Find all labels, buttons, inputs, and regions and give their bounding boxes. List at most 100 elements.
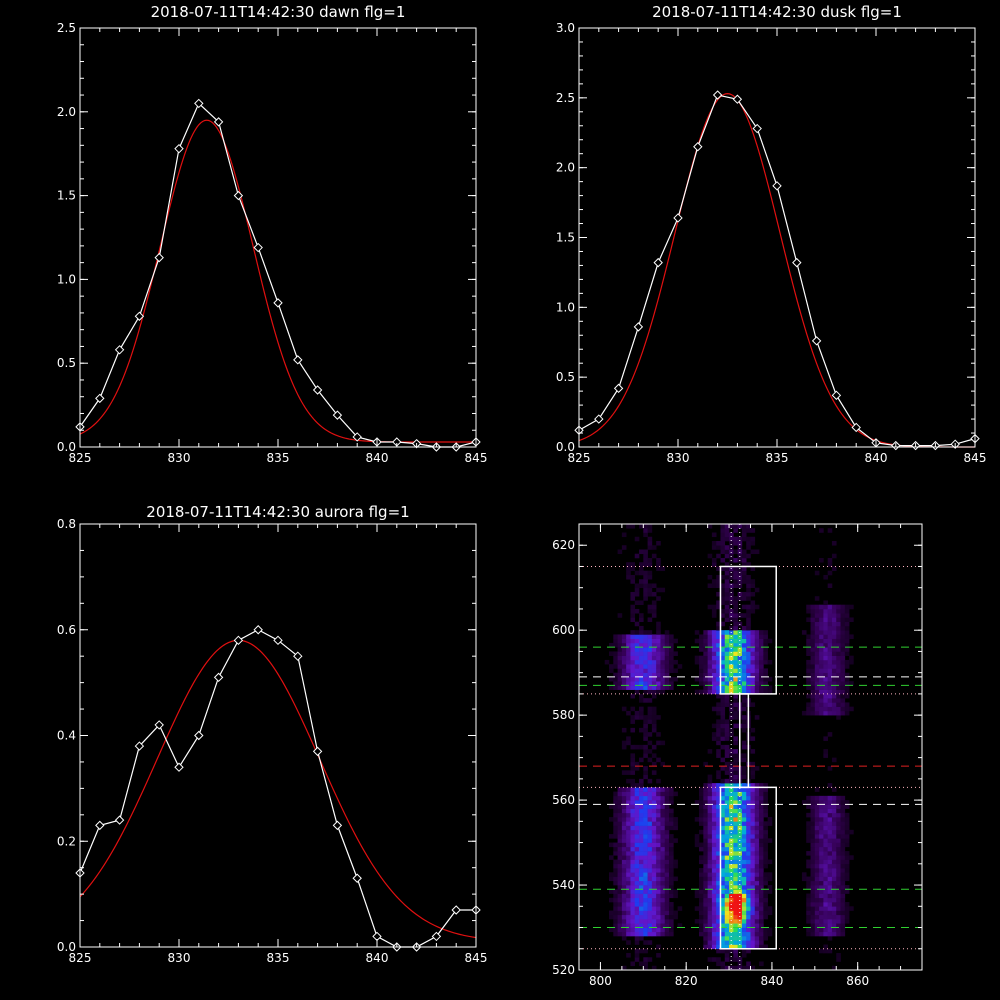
- heatmap-cell: [827, 689, 833, 695]
- heatmap-cell: [634, 621, 640, 627]
- heatmap-cell: [651, 834, 657, 839]
- heatmap-cell: [849, 829, 854, 835]
- heatmap-cell: [741, 562, 747, 567]
- heatmap-cell: [716, 927, 721, 933]
- heatmap-cell: [750, 659, 756, 665]
- heatmap-cell: [630, 778, 636, 784]
- heatmap-cell: [750, 608, 756, 614]
- heatmap-cell: [724, 732, 730, 737]
- heatmap-cell: [703, 944, 708, 950]
- heatmap-cell: [634, 829, 640, 835]
- heatmap-cell: [656, 732, 661, 737]
- heatmap-cell: [716, 936, 721, 941]
- heatmap-cell: [746, 834, 751, 839]
- heatmap-cell: [849, 906, 854, 911]
- heatmap-cell: [673, 791, 678, 797]
- heatmap-cell: [823, 863, 828, 869]
- heatmap-cell: [703, 919, 708, 924]
- heatmap-cell: [613, 919, 618, 924]
- heatmap-cell: [639, 906, 644, 911]
- heatmap-cell: [750, 821, 756, 826]
- heatmap-cell: [639, 817, 644, 822]
- heatmap-cell: [827, 842, 833, 848]
- heatmap-cell: [819, 528, 824, 533]
- aurora-x-tick-label: 835: [267, 951, 290, 965]
- heatmap-cell: [720, 540, 726, 546]
- heatmap-cell: [660, 651, 666, 656]
- heatmap-cell: [746, 528, 751, 533]
- heatmap-cell: [814, 613, 820, 618]
- heatmap-cell: [711, 613, 717, 618]
- dusk-data-point: [712, 90, 723, 100]
- heatmap-cell: [729, 885, 734, 890]
- heatmap-cell: [737, 961, 743, 967]
- heatmap-cell: [810, 846, 816, 852]
- heatmap-cell: [647, 655, 653, 661]
- heatmap-cell: [724, 944, 730, 950]
- heatmap-cell: [763, 804, 768, 809]
- heatmap-cell: [836, 914, 841, 920]
- heatmap-cell: [703, 931, 708, 937]
- heatmap-cell: [831, 893, 837, 899]
- heatmap-cell: [656, 757, 661, 763]
- heatmap-cell: [819, 948, 824, 954]
- heatmap-cell: [729, 914, 734, 920]
- heatmap-cell: [763, 783, 768, 788]
- heatmap-cell: [741, 681, 747, 686]
- heatmap-cell: [741, 948, 747, 954]
- heatmap-cell: [729, 787, 734, 792]
- heatmap-cell: [724, 638, 730, 644]
- heatmap-cell: [741, 821, 747, 826]
- heatmap-cell: [656, 668, 661, 673]
- heatmap-cell: [621, 634, 627, 639]
- heatmap-cell: [617, 876, 623, 882]
- heatmap-cell: [810, 885, 816, 890]
- heatmap-cell: [711, 800, 717, 805]
- heatmap-cell: [630, 804, 636, 809]
- heatmap-cell: [819, 621, 824, 627]
- heatmap-cell: [836, 808, 841, 814]
- heatmap-cell: [746, 804, 751, 809]
- heatmap-cell: [741, 783, 747, 788]
- heatmap-cell: [716, 817, 721, 822]
- heatmap-cell: [639, 800, 644, 805]
- heatmap-cell: [840, 621, 846, 627]
- heatmap-cell: [733, 953, 738, 958]
- heatmap-cell: [664, 676, 670, 682]
- heatmap-cell: [849, 706, 854, 712]
- heatmap-cell: [656, 919, 661, 924]
- heatmap-cell: [741, 931, 747, 937]
- heatmap-cell: [827, 923, 833, 928]
- heatmap-cell: [746, 948, 751, 954]
- heatmap-cell: [660, 800, 666, 805]
- heatmap-cell: [814, 863, 820, 869]
- heatmap-cell: [647, 634, 653, 639]
- heatmap-cell: [737, 791, 743, 797]
- heatmap-cell: [819, 923, 824, 928]
- heatmap-cell: [720, 536, 726, 542]
- heatmap-cell: [823, 821, 828, 826]
- heatmap-cell: [724, 893, 730, 899]
- heatmap-cell: [844, 855, 850, 860]
- heatmap-cell: [827, 936, 833, 941]
- aurora-data-point: [352, 873, 362, 883]
- heatmap-cell: [810, 842, 816, 848]
- heatmap-cell: [831, 923, 837, 928]
- heatmap-cell: [621, 655, 627, 661]
- heatmap-cell: [763, 902, 768, 907]
- heatmap-cell: [733, 817, 738, 822]
- heatmap-cell: [660, 638, 666, 644]
- heatmap-cell: [814, 842, 820, 848]
- heatmap-cell: [660, 910, 666, 916]
- heatmap-cell: [827, 910, 833, 916]
- heatmap-cell: [741, 825, 747, 831]
- heatmap-cell: [651, 591, 657, 597]
- heatmap-cell: [724, 574, 730, 580]
- heatmap-cell: [814, 919, 820, 924]
- heatmap-cell: [621, 791, 627, 797]
- heatmap-cell: [806, 910, 811, 916]
- heatmap-cell: [617, 834, 623, 839]
- heatmap-cell: [651, 919, 657, 924]
- heatmap-cell: [836, 664, 841, 669]
- heatmap-cell: [707, 749, 713, 754]
